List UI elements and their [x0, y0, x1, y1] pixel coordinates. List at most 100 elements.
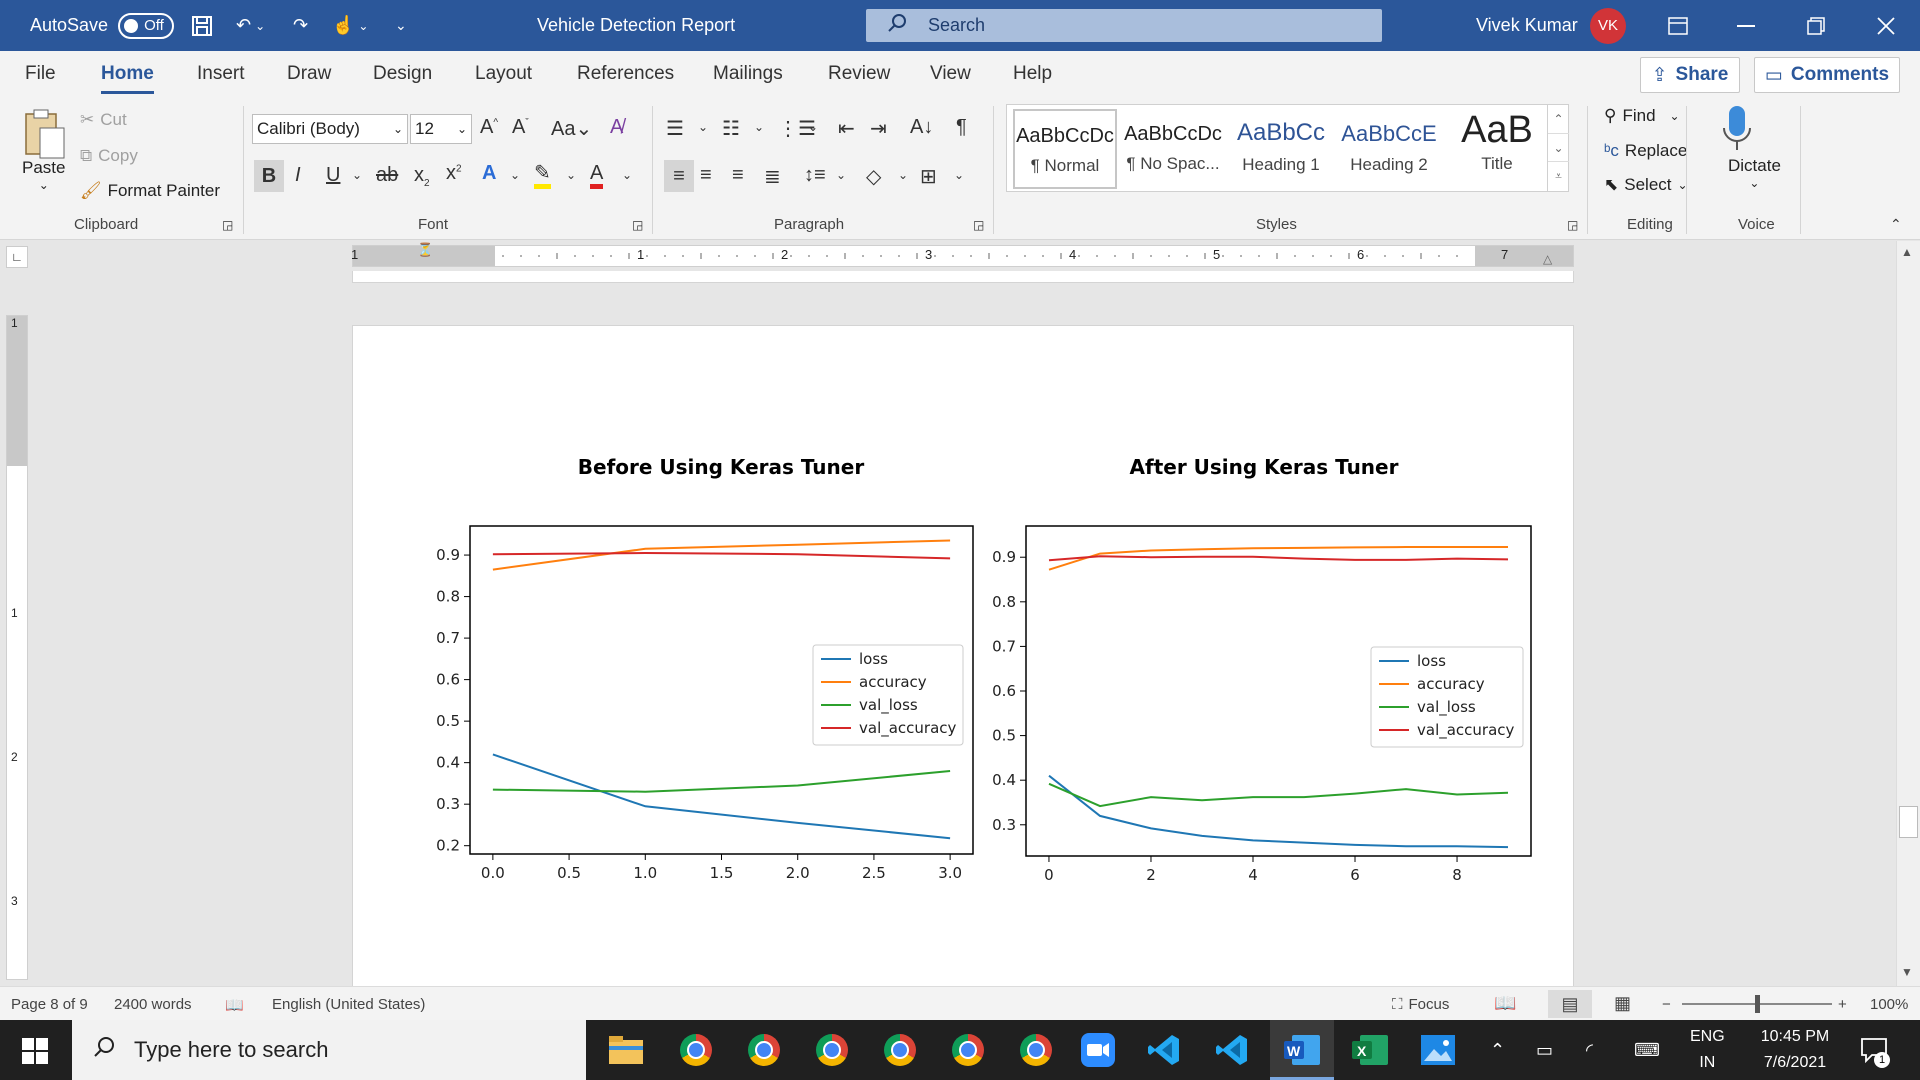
style-heading-1[interactable]: AaBbCc Heading 1 — [1229, 109, 1333, 189]
comments-button[interactable]: ▭ Comments — [1754, 57, 1900, 93]
align-right-icon[interactable]: ≡ — [732, 164, 744, 186]
focus-button[interactable]: ⛶ Focus — [1392, 996, 1449, 1013]
bold-icon[interactable]: B — [254, 160, 284, 192]
language[interactable]: English (United States) — [272, 996, 426, 1013]
chrome-icon[interactable] — [744, 1030, 784, 1070]
copy-button[interactable]: ⧉ Copy — [80, 146, 138, 166]
tab-design[interactable]: Design — [373, 63, 433, 84]
zoom-in-icon[interactable]: + — [1838, 996, 1847, 1013]
decrease-indent-icon[interactable]: ⇤ — [838, 118, 855, 140]
zoom-level[interactable]: 100% — [1870, 996, 1909, 1013]
restore-icon[interactable] — [1786, 0, 1846, 51]
chevron-down-icon[interactable]: ⌄ — [808, 120, 819, 134]
format-painter-button[interactable]: 🖌 Format Painter — [80, 181, 220, 201]
chevron-down-icon[interactable]: ⌄ — [898, 168, 909, 182]
font-size-select[interactable]: 12 ⌄ — [410, 114, 472, 144]
chrome-icon[interactable] — [948, 1030, 988, 1070]
taskbar-search[interactable]: Type here to search — [72, 1020, 586, 1080]
justify-icon[interactable]: ≣ — [764, 166, 781, 188]
chrome-icon[interactable] — [676, 1030, 716, 1070]
select-button[interactable]: ⬉ Select ⌄ — [1604, 175, 1688, 195]
scroll-up-icon[interactable]: ▲ — [1901, 245, 1913, 259]
gallery-more-icon[interactable]: ⩡ — [1548, 161, 1569, 189]
tab-home[interactable]: Home — [101, 63, 154, 94]
chevron-down-icon[interactable]: ⌄ — [754, 120, 765, 134]
multilevel-list-icon[interactable]: ⋮☰ — [778, 118, 816, 140]
zoom-slider[interactable] — [1682, 995, 1832, 1013]
numbering-icon[interactable]: ☷ — [722, 118, 740, 140]
chevron-down-icon[interactable]: ⌄ — [510, 168, 521, 182]
page-count[interactable]: Page 8 of 9 — [11, 996, 88, 1013]
input-language[interactable]: ENG IN — [1690, 1020, 1725, 1080]
user-name[interactable]: Vivek Kumar — [1476, 15, 1578, 35]
tab-mailings[interactable]: Mailings — [713, 63, 783, 84]
font-color-icon[interactable]: A — [590, 162, 604, 189]
chevron-down-icon[interactable]: ⌄ — [566, 168, 577, 182]
subscript-icon[interactable]: x2 — [414, 164, 430, 189]
read-mode-icon[interactable]: 📖 — [1494, 993, 1517, 1013]
tab-draw[interactable]: Draw — [287, 63, 332, 84]
line-spacing-icon[interactable]: ↕≡ — [804, 164, 826, 186]
superscript-icon[interactable]: x2 — [446, 162, 462, 184]
paste-button[interactable]: Paste ⌄ — [22, 158, 65, 192]
scroll-thumb[interactable] — [1899, 806, 1918, 838]
sort-icon[interactable]: A↓ — [910, 116, 934, 138]
horizontal-ruler[interactable]: 1 1 2 3 4 5 6 7 ⏳ △ — [351, 242, 1574, 267]
font-family-select[interactable]: Calibri (Body) ⌄ — [252, 114, 408, 144]
dialog-launcher-icon[interactable]: ◲ — [222, 218, 234, 232]
gallery-scroll[interactable]: ⌃ ⌄ ⩡ — [1547, 105, 1569, 191]
strikethrough-icon[interactable]: ab — [376, 164, 399, 186]
excel-icon[interactable]: X — [1350, 1030, 1390, 1070]
word-icon[interactable]: W — [1282, 1030, 1322, 1070]
style-heading-2[interactable]: AaBbCcE Heading 2 — [1337, 109, 1441, 189]
align-left-icon[interactable]: ≡ — [664, 160, 694, 192]
clear-formatting-icon[interactable]: A̸ — [610, 116, 624, 138]
tab-help[interactable]: Help — [1013, 63, 1053, 84]
chrome-icon[interactable] — [812, 1030, 852, 1070]
pilcrow-icon[interactable]: ¶ — [956, 116, 967, 138]
dictate-button[interactable]: Dictate ⌄ — [1728, 156, 1781, 190]
tab-selector-icon[interactable]: ∟ — [6, 246, 28, 268]
photos-icon[interactable] — [1418, 1030, 1458, 1070]
ribbon-display-icon[interactable] — [1648, 0, 1708, 51]
word-count[interactable]: 2400 words — [114, 996, 192, 1013]
save-icon[interactable] — [190, 0, 214, 51]
shrink-font-icon[interactable]: Aˇ — [512, 116, 529, 138]
paste-icon[interactable] — [20, 106, 68, 166]
borders-icon[interactable]: ⊞ — [920, 166, 937, 188]
tab-insert[interactable]: Insert — [197, 63, 245, 84]
cut-button[interactable]: ✂ Cut — [80, 110, 127, 130]
redo-icon[interactable]: ↷ — [293, 15, 309, 35]
chevron-down-icon[interactable]: ⌄ — [836, 168, 847, 182]
close-icon[interactable] — [1856, 0, 1916, 51]
tab-view[interactable]: View — [930, 63, 971, 84]
zoom-app-icon[interactable] — [1078, 1030, 1118, 1070]
tab-layout[interactable]: Layout — [475, 63, 533, 84]
chrome-icon[interactable] — [880, 1030, 920, 1070]
zoom-slider-thumb[interactable] — [1755, 995, 1760, 1013]
undo-icon[interactable]: ↶ ⌄ — [236, 15, 266, 35]
style-title[interactable]: AaB Title — [1445, 109, 1549, 189]
document-page[interactable]: Before Using Keras Tuner 0.2 0.3 0.4 0.5 0.6 0… — [352, 325, 1574, 986]
show-hidden-icons[interactable]: ⌃ — [1490, 1039, 1506, 1060]
bullets-icon[interactable]: ☰ — [666, 118, 684, 140]
search-box[interactable]: Search — [866, 9, 1382, 42]
share-button[interactable]: ⇪ Share — [1640, 57, 1740, 93]
find-button[interactable]: ⚲ Find ⌄ — [1604, 106, 1680, 126]
replace-button[interactable]: ᵇc Replace — [1604, 141, 1687, 161]
touch-mode-icon[interactable]: ☝ ⌄ — [332, 15, 369, 35]
wifi-icon[interactable]: ◜ — [1586, 1039, 1593, 1060]
vertical-scrollbar[interactable]: ▲ ▼ — [1896, 241, 1920, 986]
tab-review[interactable]: Review — [828, 63, 891, 84]
vscode-icon[interactable] — [1212, 1030, 1252, 1070]
text-effects-icon[interactable]: A — [482, 162, 497, 184]
chrome-icon[interactable] — [1016, 1030, 1056, 1070]
chevron-down-icon[interactable]: ⌄ — [1548, 133, 1569, 161]
chevron-down-icon[interactable]: ⌄ — [352, 168, 363, 182]
dialog-launcher-icon[interactable]: ◲ — [1567, 218, 1579, 232]
style-no-spacing[interactable]: AaBbCcDc ¶ No Spac... — [1121, 109, 1225, 189]
chevron-down-icon[interactable]: ⌄ — [954, 168, 965, 182]
vertical-ruler[interactable]: 1 1 2 3 — [6, 315, 28, 980]
avatar[interactable]: VK — [1590, 0, 1626, 51]
windows-start-icon[interactable] — [22, 1038, 48, 1069]
